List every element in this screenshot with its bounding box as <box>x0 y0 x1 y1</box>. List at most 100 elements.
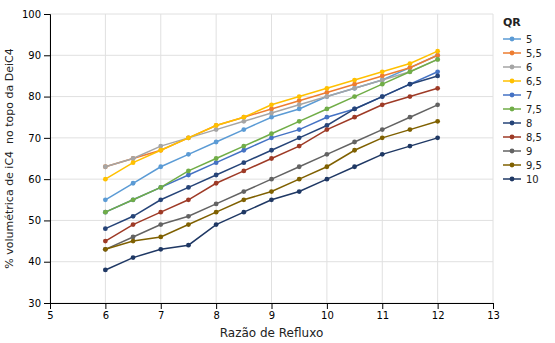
point <box>408 61 413 66</box>
series-line <box>105 138 437 270</box>
point <box>186 185 191 190</box>
legend-marker <box>510 65 515 70</box>
y-tick: 30 <box>28 298 50 309</box>
series <box>103 49 440 182</box>
point <box>103 226 108 231</box>
point <box>324 152 329 157</box>
point <box>269 197 274 202</box>
point <box>380 135 385 140</box>
point <box>408 69 413 74</box>
point <box>214 127 219 132</box>
legend-label: 7 <box>526 90 532 101</box>
x-tick-label: 12 <box>432 310 445 321</box>
y-tick-mark <box>44 220 50 221</box>
point <box>103 177 108 182</box>
point <box>158 185 163 190</box>
series <box>103 69 440 214</box>
legend-marker <box>510 177 515 182</box>
point <box>269 177 274 182</box>
point <box>352 140 357 145</box>
point <box>131 197 136 202</box>
x-tick: 10 <box>321 303 334 321</box>
x-tick-label: 9 <box>269 310 275 321</box>
x-tick: 12 <box>432 303 445 321</box>
x-tick: 13 <box>487 303 500 321</box>
point <box>297 164 302 169</box>
legend-label: 8 <box>526 118 532 129</box>
point <box>186 135 191 140</box>
point <box>435 69 440 74</box>
point <box>408 94 413 99</box>
y-tick: 90 <box>28 50 50 61</box>
point <box>103 247 108 252</box>
x-tick: 11 <box>376 303 389 321</box>
point <box>352 94 357 99</box>
point <box>269 115 274 120</box>
chart: 567891011121330405060708090100Razão de R… <box>0 0 555 343</box>
y-tick-label: 30 <box>28 298 41 309</box>
point <box>408 82 413 87</box>
legend-label: 9 <box>526 146 532 157</box>
legend-marker <box>510 51 515 56</box>
point <box>241 127 246 132</box>
point <box>241 115 246 120</box>
x-tick-label: 6 <box>103 310 109 321</box>
point <box>380 74 385 79</box>
x-tick: 6 <box>103 303 109 321</box>
x-axis-line <box>51 304 494 310</box>
series <box>103 135 440 272</box>
legend-label: 6,5 <box>526 76 542 87</box>
point <box>352 78 357 83</box>
point <box>380 69 385 74</box>
point <box>131 181 136 186</box>
x-tick-mark <box>161 303 162 309</box>
legend-item: 8 <box>503 118 532 129</box>
point <box>435 135 440 140</box>
legend-marker <box>510 149 515 154</box>
point <box>380 127 385 132</box>
y-tick-label: 60 <box>28 174 41 185</box>
point <box>214 160 219 165</box>
y-tick-label: 80 <box>28 91 41 102</box>
x-tick-mark <box>272 303 273 309</box>
legend-item: 6,5 <box>503 76 542 87</box>
legend-marker <box>510 93 515 98</box>
point <box>352 164 357 169</box>
y-tick: 50 <box>28 215 50 226</box>
point <box>241 210 246 215</box>
legend-label: 9,5 <box>526 160 542 171</box>
x-tick-label: 7 <box>158 310 164 321</box>
point <box>214 140 219 145</box>
point <box>131 156 136 161</box>
y-tick-label: 50 <box>28 215 41 226</box>
point <box>103 268 108 273</box>
point <box>435 102 440 107</box>
series-layer <box>103 49 440 273</box>
point <box>103 164 108 169</box>
point <box>297 98 302 103</box>
legend-marker <box>510 37 515 42</box>
point <box>408 144 413 149</box>
point <box>269 148 274 153</box>
grid-line-x <box>326 14 327 303</box>
point <box>214 156 219 161</box>
point <box>131 156 136 161</box>
point <box>103 210 108 215</box>
plot: 567891011121330405060708090100 <box>22 9 500 321</box>
grid <box>50 14 493 303</box>
point <box>324 164 329 169</box>
point <box>186 135 191 140</box>
y-tick: 80 <box>28 91 50 102</box>
point <box>435 119 440 124</box>
legend-item: 5,5 <box>503 48 542 59</box>
point <box>408 115 413 120</box>
legend-marker <box>510 163 515 168</box>
series <box>103 119 440 252</box>
point <box>214 123 219 128</box>
point <box>131 255 136 260</box>
legend-label: 7,5 <box>526 104 542 115</box>
point <box>241 197 246 202</box>
y-tick-label: 90 <box>28 50 41 61</box>
point <box>186 214 191 219</box>
grid-line-x <box>160 14 161 303</box>
